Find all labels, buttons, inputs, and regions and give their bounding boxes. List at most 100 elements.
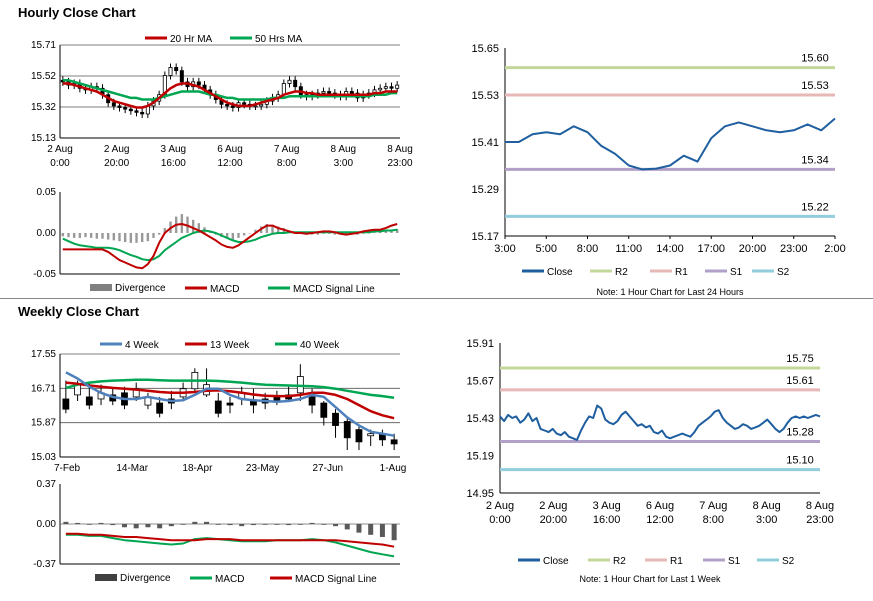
weekly-1w-xtick-label: 3:00 — [756, 514, 777, 526]
hourly-candle-body — [259, 103, 264, 107]
weekly-legend-4week-label: 4 Week — [125, 340, 160, 351]
weekly-1w-level-label: 15.10 — [786, 455, 814, 467]
hourly-xtick-label: 8 Aug — [331, 144, 357, 155]
hourly-price-ytick-label: 15.52 — [31, 71, 56, 82]
weekly-divergence-bar — [297, 524, 303, 525]
hourly-divergence-bar — [129, 233, 133, 243]
hourly-macd-ytick-label: 0.00 — [37, 228, 57, 239]
weekly-ma40-line — [65, 378, 395, 399]
hourly-price-ytick-label: 15.71 — [31, 40, 56, 51]
weekly-1w-xtick-label: 2 Aug — [539, 500, 567, 512]
weekly-candle-body — [156, 402, 164, 414]
hourly-macd-ytick-label: -0.05 — [33, 269, 56, 280]
hourly-divergence-bar — [191, 219, 195, 233]
hourly-divergence-bar — [123, 233, 127, 243]
hourly-candle-body — [395, 84, 400, 89]
weekly-ma4-line — [65, 371, 395, 437]
hourly-divergence-bar — [72, 233, 76, 238]
hourly-24h-level-label: 15.60 — [801, 53, 829, 65]
hourly-legend-divergence-label: Divergence — [115, 283, 166, 294]
hourly-divergence-bar — [140, 233, 144, 243]
weekly-candle-body — [343, 421, 351, 439]
hourly-24h-xtick-label: 3:00 — [494, 243, 515, 255]
weekly-macd-line — [65, 533, 395, 558]
hourly-xtick-label: 23:00 — [387, 158, 412, 169]
weekly-candle-body — [85, 396, 93, 406]
weekly-divergence-bar — [98, 522, 104, 524]
weekly-candle-body — [250, 400, 257, 406]
weekly-divergence-bar — [75, 522, 81, 524]
weekly-divergence-bar — [86, 524, 92, 525]
hourly-xtick-label: 8:00 — [277, 158, 297, 169]
hourly-24h-ytick-label: 15.17 — [471, 231, 499, 243]
weekly-legend-divergence-swatch — [95, 574, 117, 581]
hourly-divergence-bar — [231, 233, 235, 240]
hourly-signal-line — [62, 228, 398, 262]
weekly-divergence-bar — [309, 522, 315, 524]
weekly-divergence-bar — [274, 524, 280, 525]
hourly-macd-line — [62, 223, 398, 270]
weekly-1w-xtick-label: 8 Aug — [806, 500, 834, 512]
weekly-divergence-bar — [321, 524, 327, 525]
weekly-xtick-label: 1-Aug — [380, 463, 407, 474]
weekly-divergence-bar — [121, 524, 127, 528]
weekly-divergence-bar — [204, 521, 210, 524]
hourly-legend-ma20-label: 20 Hr MA — [170, 34, 213, 45]
hourly-divergence-bar — [197, 223, 201, 233]
weekly-divergence-bar — [110, 524, 116, 526]
weekly-divergence-bar — [286, 524, 292, 526]
hourly-legend-ma50-label: 50 Hrs MA — [255, 34, 303, 45]
hourly-xtick-label: 3 Aug — [161, 144, 187, 155]
weekly-xtick-label: 14-Mar — [116, 463, 148, 474]
weekly-candle-body — [367, 433, 375, 437]
hourly-24h-xtick-label: 17:00 — [697, 243, 725, 255]
hourly-24h-xtick-label: 20:00 — [739, 243, 767, 255]
weekly-legend-macd-label: MACD — [215, 574, 244, 585]
hourly-divergence-bar — [242, 233, 246, 236]
hourly-candle-body — [242, 102, 247, 105]
hourly-candle-body — [327, 91, 332, 94]
weekly-1w-level-label: 15.28 — [786, 426, 814, 438]
weekly-divergence-bar — [63, 521, 69, 524]
hourly-candle-body — [383, 86, 388, 89]
hourly-candle-body — [321, 91, 326, 94]
weekly-legend-divergence-label: Divergence — [120, 573, 171, 584]
weekly-candle-body — [226, 402, 234, 406]
hourly-candle-body — [117, 105, 122, 108]
hourly-24h-xtick-label: 11:00 — [615, 243, 642, 255]
weekly-divergence-bar — [239, 524, 245, 527]
hourly-divergence-bar — [316, 233, 320, 235]
hourly-divergence-bar — [276, 226, 280, 233]
hourly-divergence-bar — [84, 233, 87, 238]
hourly-24h-xtick-label: 23:00 — [780, 243, 808, 255]
hourly-candle-body — [111, 102, 116, 107]
hourly-macd-ytick-label: 0.05 — [37, 187, 57, 198]
weekly-1w-xtick-label: 0:00 — [489, 514, 510, 526]
hourly-price-ytick-label: 15.13 — [31, 133, 56, 144]
hourly-24h-ytick-label: 15.41 — [471, 137, 499, 149]
hourly-24h-legend-close-label: Close — [547, 267, 573, 278]
weekly-xtick-label: 27-Jun — [313, 463, 344, 474]
weekly-divergence-bar — [391, 524, 397, 541]
weekly-xtick-label: 18-Apr — [182, 463, 213, 474]
hourly-xtick-label: 3:00 — [334, 158, 354, 169]
weekly-section-title: Weekly Close Chart — [18, 304, 140, 319]
hourly-24h-ytick-label: 15.29 — [471, 184, 499, 196]
weekly-candle-body — [332, 412, 339, 426]
hourly-divergence-bar — [157, 233, 161, 235]
weekly-1w-legend-close-label: Close — [543, 556, 569, 567]
hourly-candle-body — [140, 111, 145, 115]
hourly-candle-body — [281, 83, 286, 96]
hourly-candle-body — [378, 87, 383, 91]
hourly-note: Note: 1 Hour Chart for Last 24 Hours — [596, 287, 744, 297]
weekly-candle-body — [214, 400, 222, 414]
hourly-candle-body — [174, 67, 179, 72]
weekly-legend-40week-label: 40 Week — [300, 340, 340, 351]
weekly-1w-xtick-label: 6 Aug — [646, 500, 674, 512]
hourly-candle-body — [179, 70, 184, 83]
hourly-ma20-line — [62, 82, 398, 109]
weekly-1w-close-line — [499, 404, 821, 441]
weekly-candle-body — [273, 396, 281, 402]
weekly-macd-ytick-label: -0.37 — [33, 559, 56, 570]
weekly-divergence-bar — [133, 524, 139, 529]
